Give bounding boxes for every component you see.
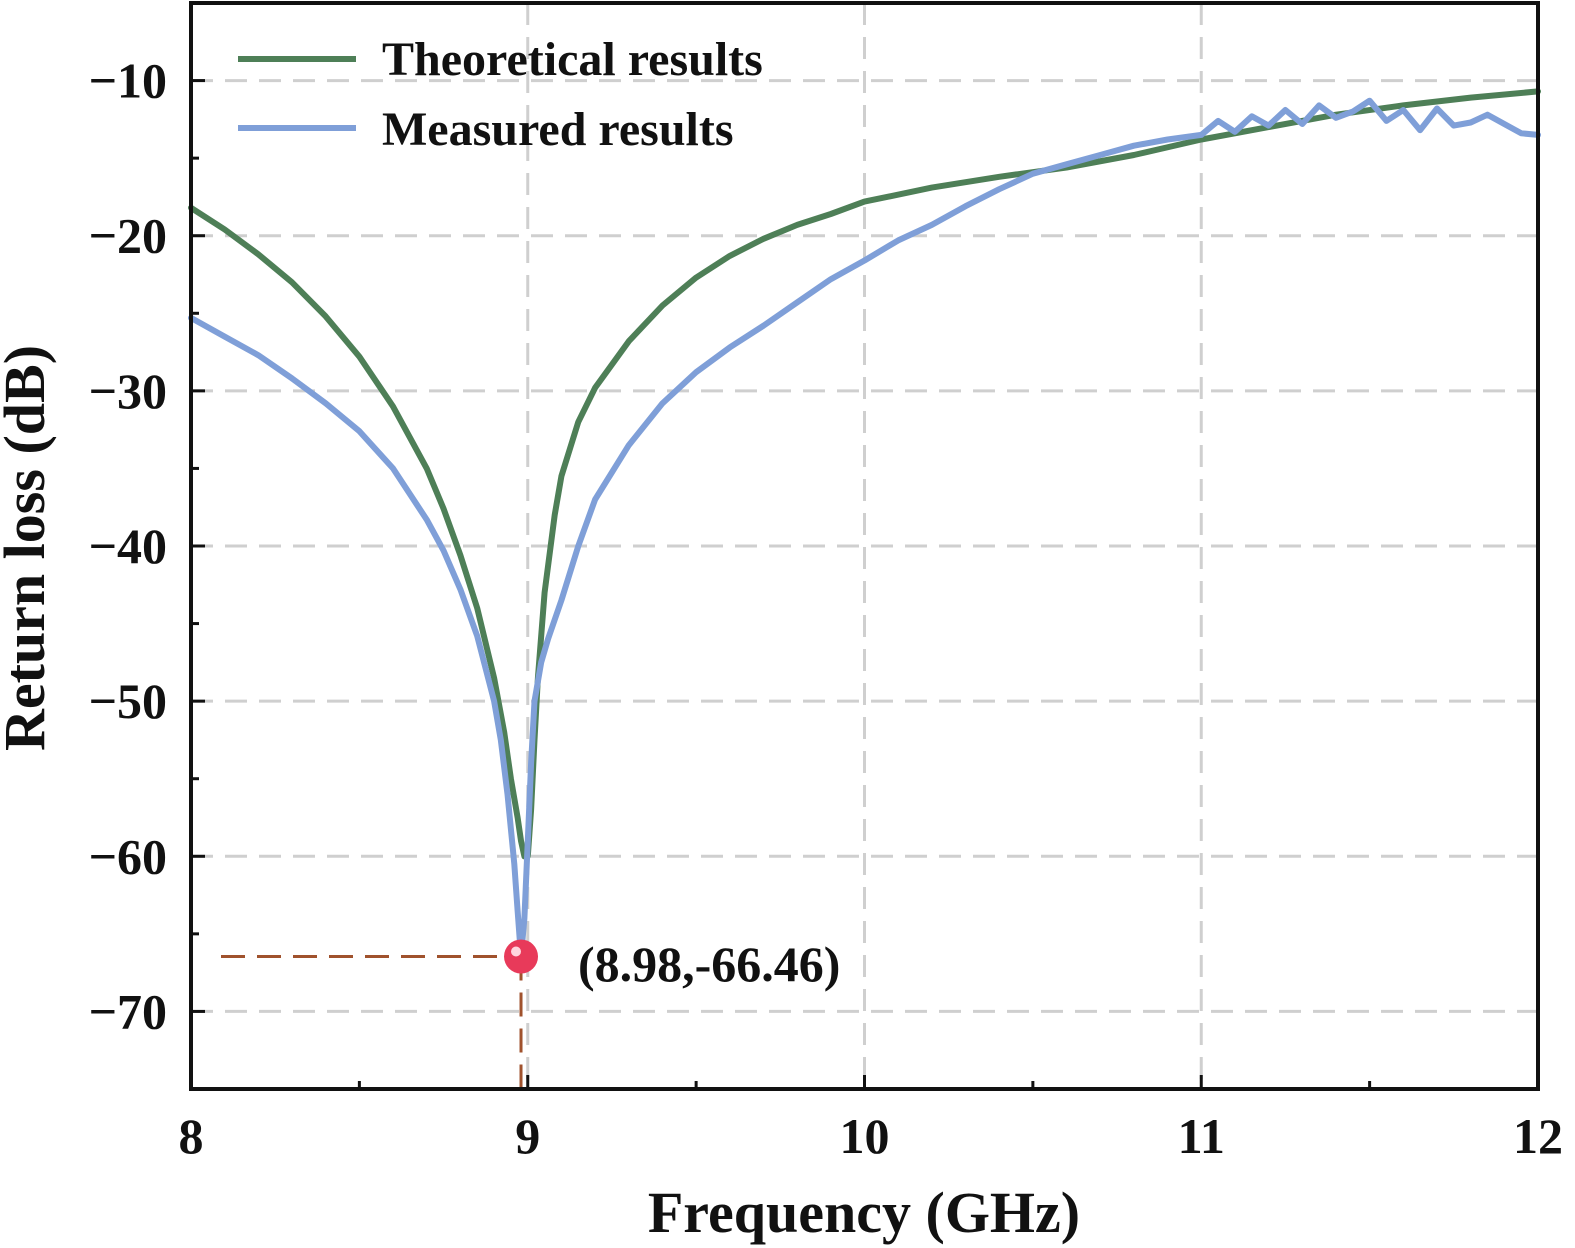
y-tick-label: −60 xyxy=(89,828,168,884)
y-tick-label: −40 xyxy=(89,518,168,574)
y-tick-label: −50 xyxy=(89,673,168,729)
series-lines xyxy=(188,88,1541,960)
x-tick-label: 9 xyxy=(515,1108,540,1164)
annotation-guides xyxy=(221,955,523,1089)
x-axis-title: Frequency (GHz) xyxy=(648,1180,1080,1245)
legend-label-theoretical: Theoretical results xyxy=(382,33,763,86)
x-tick-label: 10 xyxy=(840,1108,890,1164)
x-tick-label: 8 xyxy=(179,1108,204,1164)
axis-ticks xyxy=(189,79,1540,1089)
min-point-marker-group xyxy=(504,939,539,974)
min-point-marker xyxy=(504,939,539,974)
grid-lines xyxy=(191,3,1538,1089)
legend-label-measured: Measured results xyxy=(382,103,734,156)
y-tick-label: −10 xyxy=(89,53,168,109)
min-point-marker-highlight xyxy=(511,946,522,957)
y-tick-label: −20 xyxy=(89,208,168,264)
x-tick-label: 11 xyxy=(1178,1108,1225,1164)
series-line-measured xyxy=(188,97,1541,960)
x-tick-label: 12 xyxy=(1513,1108,1563,1164)
y-tick-label: −70 xyxy=(89,983,168,1039)
y-axis-title: Return loss (dB) xyxy=(0,345,57,751)
annotation-label: (8.98,-66.46) xyxy=(578,936,840,992)
tick-labels: 8 9 10 11 12 −10 −20 −30 −40 −50 −60 −70 xyxy=(89,53,1564,1164)
y-tick-label: −30 xyxy=(89,363,168,419)
legend: Theoretical results Measured results xyxy=(238,33,763,156)
